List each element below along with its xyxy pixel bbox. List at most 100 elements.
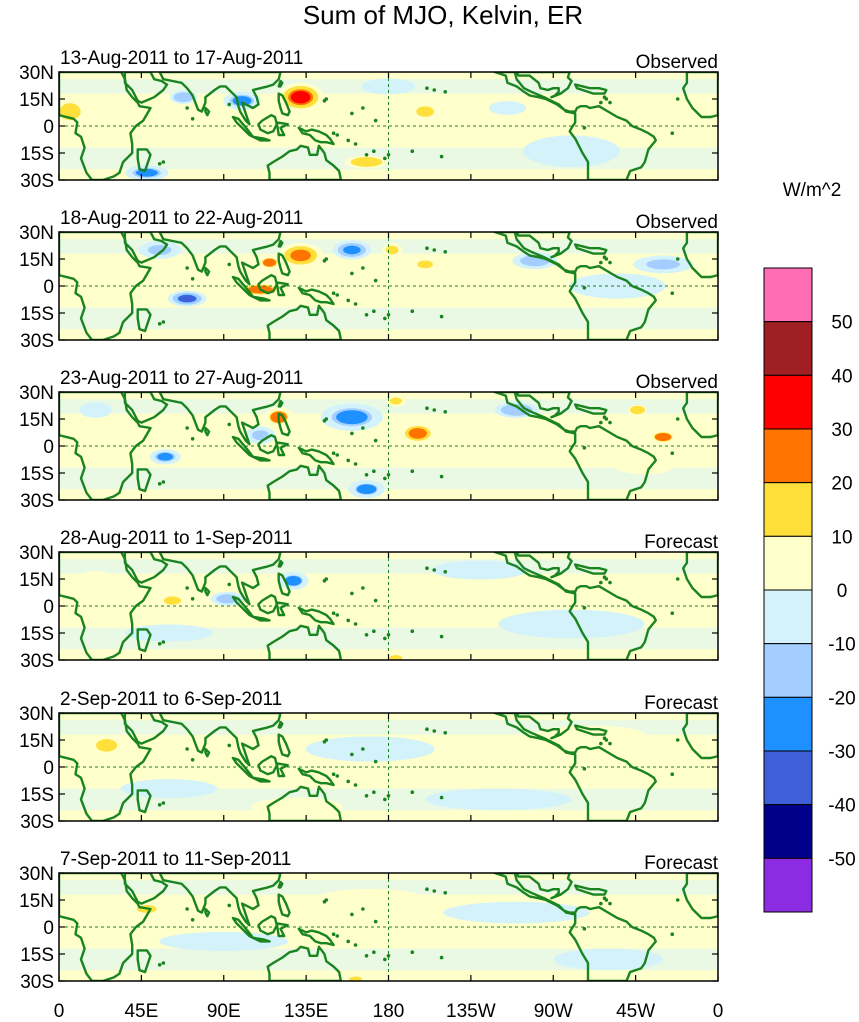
coastline <box>574 403 608 415</box>
coastline <box>277 79 284 88</box>
island <box>372 790 376 794</box>
lat-tick-label: 15S <box>20 624 54 645</box>
map-panel: 30N 15N 0 15S 30S 7-Sep-2011 to 11-Sep-2011 Fo… <box>19 849 859 993</box>
coastline <box>59 713 152 821</box>
island <box>372 629 376 633</box>
island <box>157 963 162 967</box>
anomaly-level <box>784 165 828 180</box>
island <box>346 298 351 303</box>
longitude-axis: 0 45E 90E 135E 180 135W 90W 45W 0 <box>54 1001 724 1022</box>
island <box>331 611 336 615</box>
island <box>670 932 675 936</box>
anomaly-contour <box>647 429 679 445</box>
coastline <box>251 776 271 783</box>
colorbar-swatch <box>763 535 813 591</box>
island <box>443 410 448 414</box>
coastline <box>59 72 152 180</box>
island <box>432 729 437 733</box>
coastline <box>277 92 291 117</box>
anomaly-level <box>349 976 363 981</box>
coastline <box>682 713 718 760</box>
anomaly-level <box>416 106 434 117</box>
anomaly-contour <box>245 426 276 445</box>
lat-tick-label: 0 <box>43 277 54 298</box>
anomaly-level <box>0 259 21 269</box>
panel-status: Observed <box>636 212 718 233</box>
island <box>425 246 429 250</box>
island <box>425 86 429 90</box>
anomaly-contour <box>332 240 372 260</box>
anomaly-level <box>173 92 194 103</box>
anomaly-contour <box>612 453 677 475</box>
lat-tick-label: 30S <box>20 331 54 352</box>
anomaly-level <box>313 888 427 912</box>
island <box>425 406 429 411</box>
colorbar-swatch <box>763 750 813 806</box>
coastline <box>123 713 169 745</box>
anomaly-level <box>607 108 646 122</box>
island <box>599 580 603 585</box>
lat-tick-label: 15N <box>19 90 54 111</box>
island <box>425 727 429 731</box>
lon-tick-label: 90W <box>534 1001 573 1022</box>
island <box>346 779 351 784</box>
coastline <box>158 713 282 767</box>
lat-tick-label: 15S <box>20 304 54 325</box>
coastline <box>59 873 152 981</box>
coastline <box>515 72 573 99</box>
island <box>373 438 378 443</box>
coastline <box>515 713 573 740</box>
lon-tick-label: 45W <box>616 1001 655 1022</box>
anomaly-level <box>792 168 820 178</box>
coastline <box>251 135 271 142</box>
figure-title: Sum of MJO, Kelvin, ER <box>303 0 583 30</box>
coastline <box>493 873 657 981</box>
anomaly-level <box>76 571 115 587</box>
island <box>227 743 232 748</box>
anomaly-level <box>330 284 411 306</box>
island <box>602 736 607 740</box>
anomaly-contour <box>388 654 404 660</box>
anomaly-level <box>95 739 118 752</box>
island <box>599 100 603 105</box>
anomaly-level <box>157 452 174 461</box>
coastline <box>204 747 211 758</box>
anomaly-contour <box>159 931 859 951</box>
island <box>353 302 358 306</box>
anomaly-contour <box>305 736 435 762</box>
coastline <box>231 756 255 779</box>
anomaly-level <box>807 245 831 255</box>
colorbar-tick-label: 50 <box>831 313 852 334</box>
anomaly-level <box>818 932 859 951</box>
island <box>364 153 369 157</box>
colorbar-swatch <box>763 374 813 430</box>
coastline <box>231 595 255 618</box>
lon-tick-label: 135W <box>446 1001 496 1022</box>
coastline <box>123 552 169 584</box>
anomaly-level <box>305 736 435 762</box>
colorbar-swatch <box>763 321 813 376</box>
lat-tick-label: 0 <box>43 437 54 458</box>
anomaly-level <box>343 245 361 255</box>
island <box>346 618 351 623</box>
island <box>157 482 162 486</box>
coastline <box>266 624 343 660</box>
coastline <box>277 572 291 597</box>
anomaly-level <box>350 157 383 167</box>
island <box>353 622 358 626</box>
island <box>364 633 369 637</box>
island <box>675 577 680 581</box>
anomaly-contour <box>76 571 115 587</box>
anomaly-contour <box>257 255 282 271</box>
anomaly-contour <box>488 101 527 115</box>
island <box>432 568 437 572</box>
island <box>386 954 391 958</box>
coastline <box>275 121 289 137</box>
island <box>582 927 587 931</box>
island <box>373 919 378 924</box>
coastline <box>266 304 343 340</box>
island <box>602 255 607 259</box>
colorbar-swatch <box>763 804 813 859</box>
lat-tick-label: 0 <box>43 918 54 939</box>
island <box>410 629 415 633</box>
